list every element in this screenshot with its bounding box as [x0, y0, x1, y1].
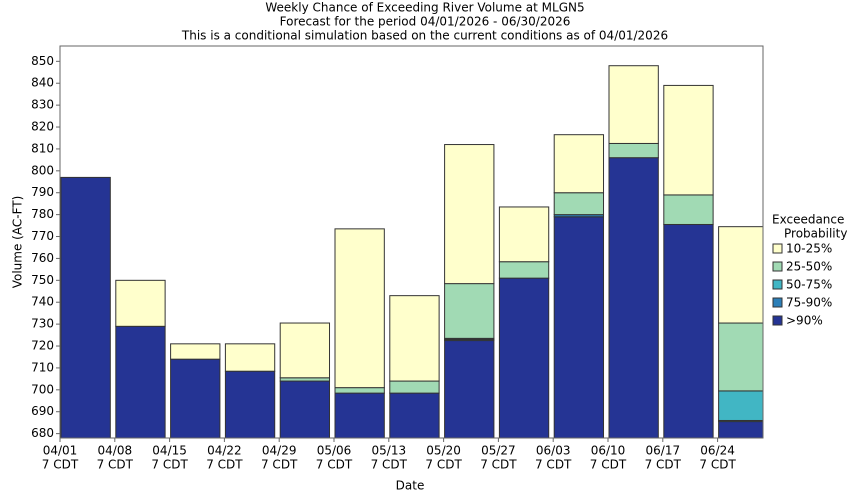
bar-segment	[334, 387, 385, 394]
y-tick-label: 720	[31, 339, 54, 353]
y-axis-label: Volume (AC-FT)	[11, 196, 25, 289]
legend-swatch	[772, 297, 783, 308]
y-tick-label: 750	[31, 273, 54, 287]
bar-segment	[608, 142, 659, 159]
x-tick-label: 7 CDT	[590, 458, 627, 472]
legend-title: Probability	[784, 227, 847, 241]
bar-segment	[389, 295, 440, 382]
y-tick-label: 760	[31, 251, 54, 265]
bar-segment	[389, 392, 440, 438]
legend-swatch	[772, 261, 783, 272]
x-tick-label: 05/06	[317, 444, 352, 458]
legend-swatch	[772, 279, 783, 290]
plot-frame	[59, 45, 764, 439]
bar-segment	[553, 134, 605, 194]
y-tick-label: 840	[31, 76, 54, 90]
bar-segment	[718, 390, 763, 421]
legend-label: 10-25%	[786, 242, 832, 256]
legend-label: 75-90%	[786, 296, 832, 310]
y-tick-label: 830	[31, 98, 54, 112]
x-tick-label: 7 CDT	[97, 458, 134, 472]
x-tick-label: 04/01	[43, 444, 78, 458]
bar-segment	[389, 380, 440, 394]
bar-segment	[718, 226, 763, 324]
x-tick-label: 7 CDT	[535, 458, 572, 472]
x-tick-label: 05/27	[481, 444, 516, 458]
bar-segment	[718, 322, 763, 392]
x-tick-label: 04/08	[98, 444, 133, 458]
bar-segment	[444, 340, 495, 438]
x-tick-label: 04/15	[152, 444, 187, 458]
bar-segment	[498, 261, 550, 279]
x-axis-label: Date	[396, 479, 425, 493]
chart-title: Forecast for the period 04/01/2026 - 06/…	[280, 15, 571, 29]
legend-label: 50-75%	[786, 278, 832, 292]
bar-segment	[60, 176, 111, 438]
bar-segment	[170, 343, 221, 360]
bar-segment	[224, 343, 276, 372]
chart-title: Weekly Chance of Exceeding River Volume …	[265, 1, 584, 15]
bar-segment	[663, 223, 714, 438]
bar-segment	[279, 380, 331, 438]
y-tick-label: 770	[31, 229, 54, 243]
bar-segment	[718, 421, 763, 438]
bar-segment	[663, 84, 714, 196]
bar-segment	[608, 65, 659, 144]
x-tick-label: 04/22	[207, 444, 242, 458]
chart-title: This is a conditional simulation based o…	[181, 29, 668, 43]
y-tick-label: 780	[31, 207, 54, 221]
legend-title: Exceedance	[772, 213, 844, 227]
y-tick-label: 690	[31, 404, 54, 418]
legend-swatch	[772, 243, 783, 254]
x-tick-label: 7 CDT	[316, 458, 353, 472]
y-tick-label: 850	[31, 54, 54, 68]
x-tick-label: 7 CDT	[261, 458, 298, 472]
bar-segment	[115, 325, 166, 438]
bar-segment	[444, 283, 495, 339]
x-tick-label: 06/17	[646, 444, 681, 458]
bar-segment	[170, 358, 221, 438]
y-tick-label: 730	[31, 317, 54, 331]
x-tick-label: 7 CDT	[42, 458, 79, 472]
legend-label: 25-50%	[786, 260, 832, 274]
bar-segment	[224, 370, 276, 438]
x-tick-label: 7 CDT	[371, 458, 408, 472]
x-tick-label: 06/10	[591, 444, 626, 458]
y-tick-label: 700	[31, 382, 54, 396]
x-tick-label: 05/13	[372, 444, 407, 458]
x-tick-label: 7 CDT	[151, 458, 188, 472]
x-tick-label: 7 CDT	[699, 458, 736, 472]
bar-segment	[279, 322, 331, 379]
bar-segment	[553, 192, 605, 216]
bar-segment	[498, 277, 550, 438]
x-tick-label: 05/20	[426, 444, 461, 458]
bar-segment	[663, 194, 714, 225]
x-tick-label: 06/03	[536, 444, 571, 458]
x-tick-label: 04/29	[262, 444, 297, 458]
legend-swatch	[772, 315, 783, 326]
bar-segment	[334, 392, 385, 438]
x-tick-label: 7 CDT	[206, 458, 243, 472]
y-tick-label: 820	[31, 120, 54, 134]
y-tick-label: 810	[31, 141, 54, 155]
bar-segment	[498, 206, 550, 263]
bar-segment	[444, 144, 495, 285]
y-tick-label: 680	[31, 426, 54, 440]
bar-segment	[608, 157, 659, 438]
x-tick-label: 06/24	[700, 444, 735, 458]
x-tick-label: 7 CDT	[645, 458, 682, 472]
bar-segment	[334, 228, 385, 389]
legend-label: >90%	[786, 314, 823, 328]
bar-segment	[553, 216, 605, 438]
bar-segment	[115, 279, 166, 327]
y-tick-label: 800	[31, 163, 54, 177]
x-tick-label: 7 CDT	[480, 458, 517, 472]
y-tick-label: 710	[31, 360, 54, 374]
y-tick-label: 790	[31, 185, 54, 199]
x-tick-label: 7 CDT	[425, 458, 462, 472]
y-tick-label: 740	[31, 295, 54, 309]
